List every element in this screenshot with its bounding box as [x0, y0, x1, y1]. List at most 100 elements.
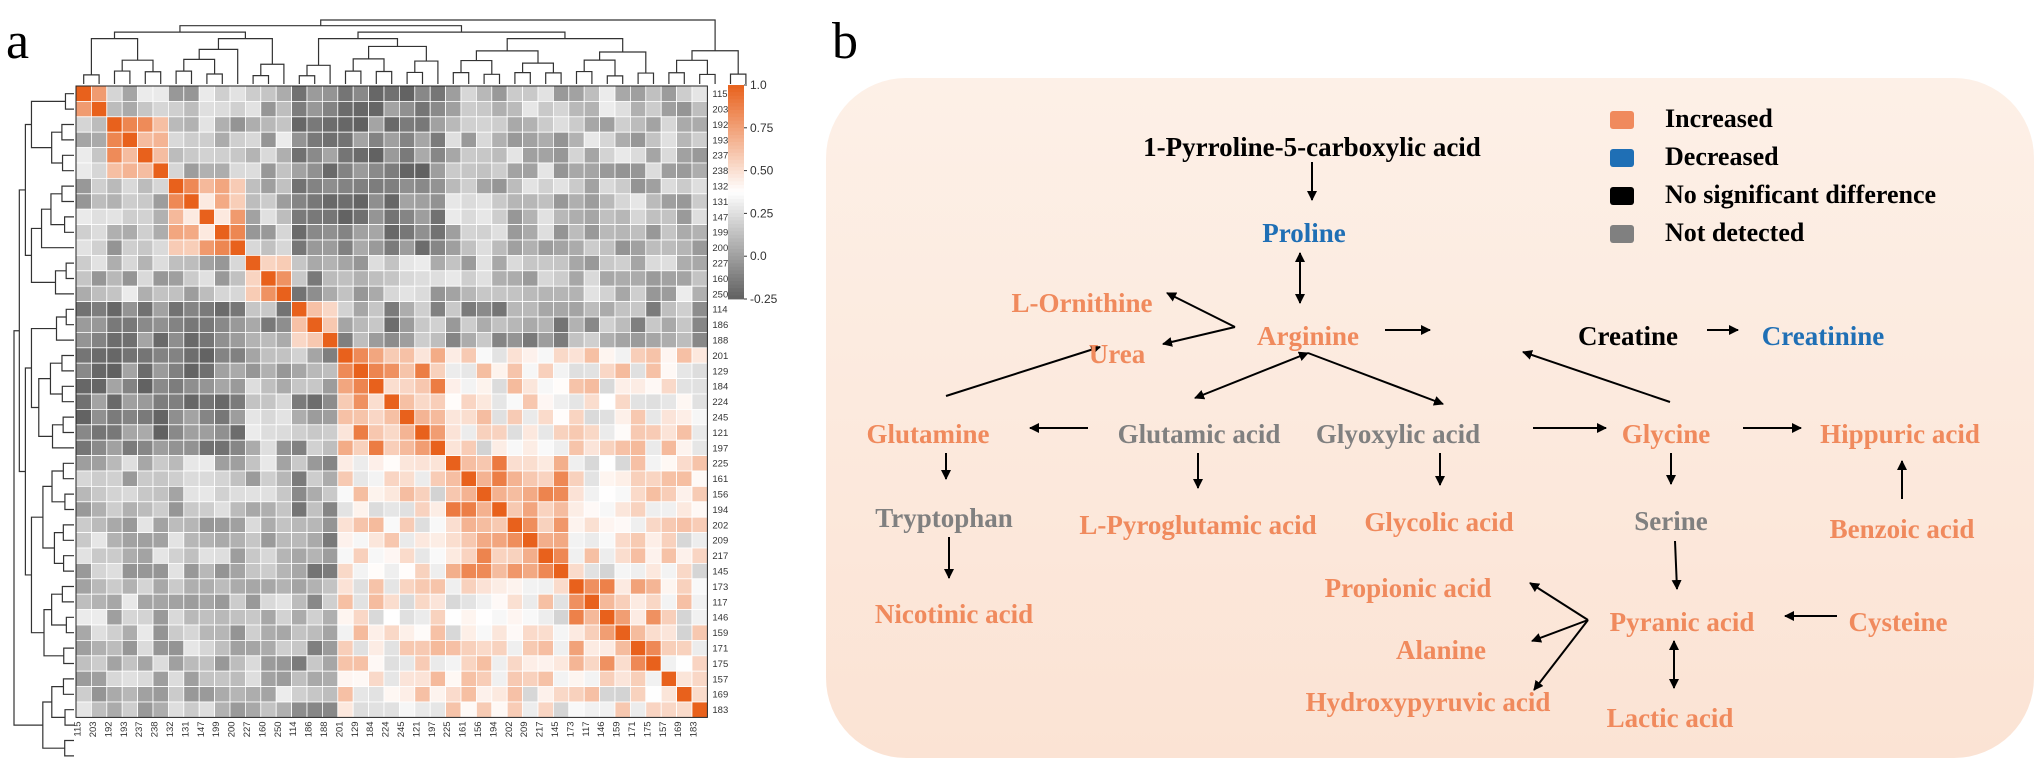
heatmap-cell	[106, 208, 123, 225]
node-pyroglutamic: L-Pyroglutamic acid	[1079, 510, 1316, 540]
heatmap-cell	[198, 193, 215, 210]
heatmap-cell	[660, 532, 678, 549]
heatmap-cell	[167, 501, 185, 518]
heatmap-cell	[645, 270, 662, 287]
heatmap-cell	[491, 254, 508, 272]
heatmap-cell	[291, 439, 308, 457]
heatmap-cell	[676, 424, 693, 441]
column-label: 147	[196, 721, 207, 737]
heatmap-cell	[599, 516, 616, 534]
heatmap-cell	[167, 593, 185, 611]
heatmap-cell	[183, 177, 200, 195]
heatmap-cell	[522, 686, 539, 703]
heatmap-cell	[553, 101, 570, 118]
heatmap-cell	[214, 254, 231, 272]
heatmap-cell	[568, 516, 585, 534]
heatmap-cell	[660, 670, 678, 688]
heatmap-cell	[91, 347, 108, 364]
heatmap-cell	[491, 347, 508, 364]
heatmap-cell	[429, 485, 447, 503]
heatmap-cell	[75, 147, 92, 164]
heatmap-cell	[460, 224, 477, 241]
heatmap-cell	[630, 347, 647, 364]
heatmap-cell	[614, 362, 631, 380]
heatmap-cell	[583, 485, 601, 503]
heatmap-cell	[91, 101, 108, 118]
heatmap-cell	[291, 408, 308, 426]
heatmap-cell	[337, 378, 354, 395]
heatmap-cell	[460, 470, 477, 487]
heatmap-cell	[691, 301, 708, 318]
heatmap-cell	[91, 131, 108, 148]
dendrogram-branch	[40, 208, 74, 249]
row-label: 200	[712, 243, 728, 254]
heatmap-cell	[291, 624, 308, 641]
heatmap-cell	[352, 101, 370, 118]
heatmap-cell	[398, 609, 416, 626]
heatmap-cell	[91, 193, 108, 210]
heatmap-cell	[568, 378, 585, 395]
heatmap-cell	[460, 147, 477, 164]
heatmap-cell	[475, 670, 493, 688]
column-label: 157	[658, 721, 669, 737]
heatmap-cell	[537, 547, 554, 564]
heatmap-cell	[368, 547, 385, 564]
heatmap-cell	[352, 532, 370, 549]
heatmap-cell	[553, 686, 570, 703]
heatmap-cell	[506, 424, 524, 441]
heatmap-cell	[645, 624, 662, 641]
heatmap-cell	[137, 686, 154, 703]
heatmap-cell	[167, 485, 185, 503]
heatmap-cell	[91, 147, 108, 164]
heatmap-cell	[537, 254, 554, 272]
heatmap-cell	[352, 470, 370, 487]
heatmap-cell	[537, 116, 554, 133]
colorbar-segment	[728, 142, 744, 147]
heatmap-cell	[337, 224, 354, 241]
heatmap-cell	[445, 147, 462, 164]
heatmap-cell	[167, 670, 185, 688]
heatmap-cell	[414, 193, 431, 210]
heatmap-cell	[198, 532, 215, 549]
heatmap-cell	[506, 609, 524, 626]
heatmap-cell	[121, 516, 138, 534]
heatmap-cell	[568, 101, 585, 118]
heatmap-cell	[491, 177, 508, 195]
heatmap-cell	[321, 116, 339, 133]
heatmap-cell	[152, 254, 169, 272]
heatmap-cell	[244, 701, 262, 718]
heatmap-cell	[198, 116, 215, 133]
heatmap-cell	[553, 624, 570, 641]
heatmap-cell	[321, 162, 339, 179]
colorbar-segment	[728, 117, 744, 122]
heatmap-cell	[337, 131, 354, 148]
colorbar-tick-label: -0.25	[750, 292, 778, 306]
colorbar-segment	[728, 192, 744, 196]
heatmap-cell	[522, 193, 539, 210]
heatmap-cell	[475, 285, 493, 303]
heatmap-cell	[691, 208, 708, 225]
heatmap-cell	[568, 224, 585, 241]
heatmap-cell	[691, 609, 708, 626]
arrow-arginine-to-urea	[1162, 326, 1236, 347]
colorbar-segment	[728, 181, 744, 186]
heatmap-cell	[183, 270, 200, 287]
heatmap-cell	[691, 116, 708, 133]
heatmap-cell	[460, 686, 477, 703]
heatmap-cell	[244, 193, 262, 210]
heatmap-cell	[321, 316, 339, 333]
row-label: 145	[712, 566, 728, 577]
heatmap-cell	[414, 470, 431, 487]
heatmap-cell	[475, 116, 493, 133]
heatmap-cell	[583, 609, 601, 626]
column-label: 184	[365, 721, 376, 737]
heatmap-cell	[275, 193, 293, 210]
heatmap-cell	[275, 563, 293, 580]
heatmap-cell	[429, 516, 447, 534]
heatmap-cell	[553, 347, 570, 364]
heatmap-cell	[522, 470, 539, 487]
heatmap-cell	[537, 609, 554, 626]
dendrogram-branch	[65, 262, 74, 280]
heatmap-cell	[106, 331, 123, 349]
